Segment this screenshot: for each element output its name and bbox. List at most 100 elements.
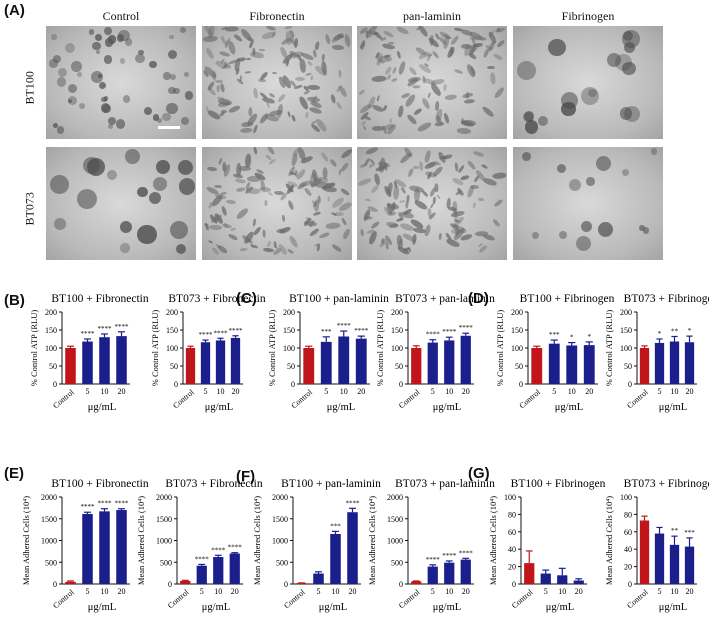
- chart11-ytick-label-5: 100: [620, 493, 632, 502]
- scale-bar: [158, 126, 180, 129]
- chart0-ytick-label-1: 50: [49, 362, 57, 371]
- chart7-xtick-label-1: 5: [200, 587, 204, 596]
- chart7-ytick-label-2: 1000: [156, 537, 172, 546]
- chart9-ytick-label-4: 2000: [387, 493, 403, 502]
- chart4-bar-1: [548, 343, 560, 384]
- chart0-sig-3: ****: [115, 323, 130, 331]
- chart10-xtick-label-3: 20: [575, 587, 583, 596]
- chart3-bar-2: [444, 340, 455, 384]
- column-title-0: Control: [102, 9, 140, 23]
- chart5-bar-0: [639, 348, 650, 384]
- column-title-3: Fibrinogen: [561, 9, 615, 23]
- chart9-xtick-label-0: Control: [397, 587, 422, 610]
- chart8-ytick-label-0: 0: [284, 580, 288, 589]
- chart1-sig-2: ****: [214, 329, 229, 337]
- chart8-xlabel: μg/mL: [319, 602, 347, 613]
- chart7-ytick-label-4: 2000: [156, 493, 172, 502]
- chart1-ytick-label-4: 200: [166, 308, 178, 317]
- chart8-ytick-label-2: 1000: [272, 537, 288, 546]
- chart0-bar-3: [116, 336, 127, 384]
- chart6-bar-1: [82, 513, 93, 584]
- chart6-bar-2: [99, 511, 110, 584]
- chart10-title: BT100 + Fibrinogen: [511, 478, 606, 490]
- chart0-title: BT100 + Fibronectin: [51, 293, 148, 305]
- chart3-ylabel: % Control ATP (RLU): [375, 310, 385, 387]
- chart5-xtick-label-0: Control: [625, 387, 650, 410]
- chart4-title: BT100 + Fibrinogen: [520, 293, 615, 305]
- chart5-ylabel: % Control ATP (RLU): [604, 310, 614, 387]
- chart2-bar-1: [320, 341, 332, 384]
- chart9-ytick-label-2: 1000: [387, 537, 403, 546]
- chart1-bar-1: [200, 342, 211, 384]
- chart4-xtick-label-1: 5: [552, 387, 556, 396]
- chart1-xtick-label-2: 10: [217, 387, 225, 396]
- chart5-sig-3: *: [688, 327, 692, 335]
- chart4-sig-1: ***: [549, 331, 560, 339]
- chart6-bar-0: [65, 581, 76, 584]
- chart8-ylabel: Mean Adhered Cells (10⁴): [252, 496, 262, 585]
- chart1-xtick-label-3: 20: [232, 387, 240, 396]
- panel-label-d: (D): [468, 290, 489, 307]
- chart5-bar-3: [684, 342, 695, 384]
- chart2-bar-0: [303, 348, 315, 384]
- chart11-xtick-label-3: 20: [686, 587, 694, 596]
- chart2-ytick-label-3: 150: [283, 326, 295, 335]
- chart9-ylabel: Mean Adhered Cells (10⁴): [367, 496, 377, 585]
- chart5-ytick-label-3: 150: [620, 326, 632, 335]
- chart7-bar-1: [196, 565, 207, 584]
- chart3-bar-1: [427, 342, 438, 384]
- chart6-sig-1: ****: [81, 503, 96, 511]
- chart11-bar-3: [684, 546, 695, 584]
- chart8-bar-1: [313, 573, 324, 584]
- chart10-ytick-label-1: 20: [508, 563, 516, 572]
- chart6-sig-2: ****: [98, 500, 113, 508]
- chart4-sig-3: *: [588, 333, 592, 341]
- chart10-ytick-label-3: 60: [508, 528, 516, 537]
- chart9-ytick-label-3: 1500: [387, 515, 403, 524]
- chart10-xtick-label-0: Control: [510, 587, 535, 610]
- column-title-1: Fibronectin: [249, 9, 305, 23]
- chart6-xtick-label-2: 10: [101, 587, 109, 596]
- chart0-sig-1: ****: [81, 330, 96, 338]
- chart8-xtick-label-2: 10: [332, 587, 340, 596]
- chart0-bar-1: [82, 341, 93, 384]
- chart3-xtick-label-0: Control: [397, 387, 422, 410]
- micrograph-bt073-1: [202, 147, 352, 260]
- chart4-ytick-label-0: 0: [519, 380, 523, 389]
- chart7-bar-0: [180, 580, 191, 584]
- chart10-bar-2: [557, 575, 568, 584]
- chart5-ytick-label-2: 100: [620, 344, 632, 353]
- chart11-ytick-label-2: 40: [624, 545, 632, 554]
- chart6-ytick-label-2: 1000: [41, 537, 57, 546]
- chart3-bar-0: [411, 348, 422, 384]
- chart9-bar-2: [444, 562, 455, 584]
- chart4-ytick-label-1: 50: [515, 362, 523, 371]
- chart3-sig-2: ****: [442, 328, 457, 336]
- micrograph-bt100-1: [202, 26, 352, 139]
- chart10-ytick-label-5: 100: [504, 493, 516, 502]
- chart10-bar-3: [573, 580, 584, 584]
- chart2-xlabel: μg/mL: [327, 402, 355, 413]
- chart8-xtick-label-1: 5: [317, 587, 321, 596]
- chart8-ytick-label-3: 1500: [272, 515, 288, 524]
- chart4-bar-0: [531, 348, 543, 384]
- chart5-xtick-label-1: 5: [658, 387, 662, 396]
- chart9-bar-0: [411, 581, 422, 584]
- chart5-ytick-label-4: 200: [620, 308, 632, 317]
- chart11-bar-0: [639, 520, 650, 584]
- chart0-xtick-label-2: 10: [101, 387, 109, 396]
- chart4-ytick-label-2: 100: [511, 344, 523, 353]
- chart7-xlabel: μg/mL: [202, 602, 230, 613]
- chart11-xtick-label-1: 5: [658, 587, 662, 596]
- chart5-title: BT073 + Fibrinogen: [624, 293, 709, 305]
- chart8-sig-3: ****: [346, 499, 361, 507]
- chart0-sig-2: ****: [98, 325, 113, 333]
- chart4-xlabel: μg/mL: [555, 402, 583, 413]
- chart11-bar-2: [669, 544, 680, 584]
- chart2-xtick-label-1: 5: [324, 387, 328, 396]
- chart9-ytick-label-1: 500: [391, 558, 403, 567]
- chart0-ytick-label-0: 0: [53, 380, 57, 389]
- chart0-ytick-label-4: 200: [45, 308, 57, 317]
- chart4-bar-2: [566, 345, 578, 384]
